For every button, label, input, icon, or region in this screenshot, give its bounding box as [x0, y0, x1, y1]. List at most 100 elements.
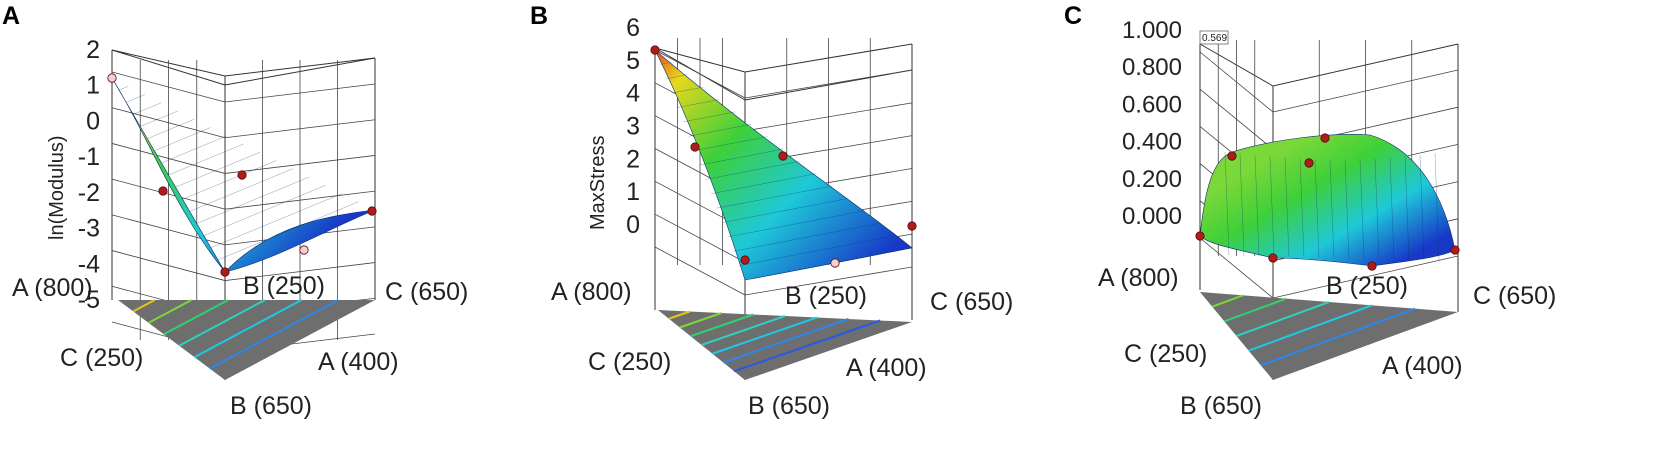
panel-label-c: C — [1064, 2, 1082, 30]
mesh-line — [168, 143, 244, 176]
panel-label-a: A — [2, 2, 20, 30]
mesh-line — [1389, 157, 1395, 260]
floor-contour-line — [1211, 294, 1244, 308]
z-tick-label: 0.200 — [1122, 166, 1182, 193]
z-tick-label: 3 — [626, 113, 640, 141]
floor-contour-line — [209, 299, 339, 370]
corner-label-c-front-right: A (400) — [1382, 352, 1463, 380]
panel-label-b: B — [530, 2, 548, 30]
design-point — [650, 45, 660, 55]
mesh-line — [1224, 151, 1230, 256]
floor-c — [1200, 292, 1458, 380]
z-tick-label: 5 — [626, 47, 640, 75]
floor-contour-line — [679, 312, 722, 329]
gridline — [1199, 237, 1274, 299]
design-points-c — [1195, 133, 1460, 271]
design-point — [237, 170, 247, 180]
design-point — [220, 267, 230, 277]
design-point — [158, 186, 168, 196]
mesh-line — [694, 136, 768, 151]
floor-contour-line — [178, 299, 266, 347]
mesh-line — [1359, 159, 1365, 259]
z-tick-label: 0 — [626, 211, 640, 239]
gridline — [1272, 255, 1459, 299]
design-point — [1320, 133, 1330, 143]
mesh-line — [175, 152, 261, 188]
mesh-line — [203, 185, 326, 236]
z-axis-label-b: MaxStress — [587, 136, 609, 230]
design-point — [1195, 231, 1205, 241]
design-point — [1367, 261, 1377, 271]
z-tick-label: -5 — [78, 286, 100, 314]
mesh-line — [666, 74, 688, 79]
z-tick-label: 4 — [626, 80, 640, 108]
mesh-line — [1404, 156, 1410, 260]
mesh-line — [1374, 158, 1380, 260]
design-point — [830, 258, 840, 268]
corner-label-b-back: B (250) — [785, 282, 867, 310]
floor-contour-line — [148, 299, 192, 324]
mesh-line — [1434, 153, 1440, 261]
corner-label-b-right: C (650) — [930, 288, 1013, 316]
mesh-line — [217, 201, 359, 261]
z-tick-labels-c: 1.000 0.800 0.600 0.400 0.200 0.000 — [1122, 17, 1182, 230]
mesh-line — [182, 160, 277, 200]
mesh-line — [196, 176, 310, 224]
mesh-line — [1284, 158, 1290, 257]
response-surface-a — [111, 77, 376, 273]
mesh-line — [1254, 155, 1260, 257]
corner-label-a-front: B (650) — [230, 392, 312, 420]
z-tick-label: 1.000 — [1122, 17, 1182, 44]
mesh-line — [728, 210, 864, 238]
floor-contour-line — [132, 299, 156, 313]
surface-mesh-c — [1224, 151, 1440, 261]
mesh-line — [1344, 159, 1350, 259]
mesh-line — [711, 173, 816, 194]
floor-contour-line — [712, 316, 818, 355]
design-point — [778, 151, 788, 161]
floor-a — [118, 300, 375, 380]
floor-contour-line — [1223, 297, 1287, 323]
mesh-line — [722, 198, 848, 223]
z-tick-label: -3 — [78, 215, 100, 243]
mesh-line — [677, 99, 720, 108]
response-surface-b — [654, 49, 913, 281]
corner-label-b-front: B (650) — [748, 392, 830, 420]
floor-contour-line — [1260, 307, 1416, 367]
mesh-line — [683, 111, 736, 123]
floor-contour-line — [701, 315, 786, 346]
mesh-line — [1299, 159, 1305, 258]
mesh-line — [1314, 159, 1320, 258]
floor-contour-line — [1236, 301, 1330, 337]
floor-contour-line — [193, 299, 303, 359]
gridline — [744, 266, 913, 296]
floor-contour-line — [733, 319, 881, 373]
floor-contour-line — [163, 299, 229, 336]
z-tick-label: 1 — [86, 72, 100, 100]
design-point — [1227, 151, 1237, 161]
design-points-b — [650, 45, 917, 268]
panel-b: B 6 5 4 3 2 1 0 MaxStress A (800) C (250) B (6… — [530, 2, 1013, 420]
design-point — [1304, 158, 1314, 168]
mesh-line — [699, 148, 784, 166]
corner-label-c-back: B (250) — [1326, 272, 1408, 300]
z-tick-label: 0 — [86, 107, 100, 135]
mesh-line — [118, 86, 129, 91]
corner-label-a-front-left: C (250) — [60, 344, 143, 372]
design-point — [690, 142, 700, 152]
design-point — [907, 221, 917, 231]
corner-label-b-front-right: A (400) — [846, 354, 927, 382]
floor-contours-a — [132, 299, 339, 370]
z-tick-label: 6 — [626, 14, 640, 42]
mesh-line — [739, 235, 896, 266]
floor-contour-line — [722, 318, 849, 364]
mesh-line — [147, 119, 195, 139]
z-tick-label: 2 — [86, 36, 100, 64]
z-axis-label-a: ln(Modulus) — [46, 136, 68, 240]
z-tick-label: -1 — [78, 143, 100, 171]
mesh-line — [1329, 159, 1335, 259]
z-tick-label: -2 — [78, 179, 100, 207]
design-points-a — [107, 73, 377, 277]
panel-c: C 1.000 0.800 0.600 0.400 0.200 0.000 0.569 A… — [1064, 2, 1556, 420]
